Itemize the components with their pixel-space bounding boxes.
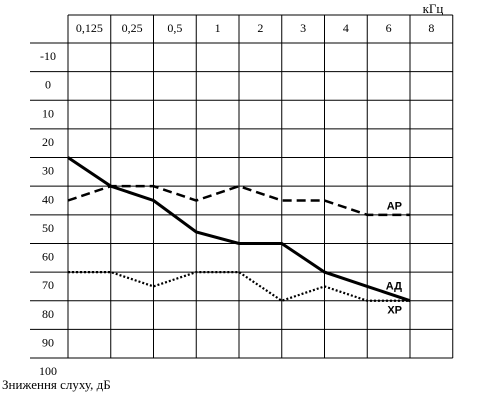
series-line — [68, 270, 410, 302]
y-tick-label: 30 — [42, 164, 54, 178]
y-tick-label: 50 — [42, 221, 54, 235]
y-tick-label: 10 — [42, 106, 54, 120]
x-tick-label: 4 — [343, 21, 349, 35]
y-tick-label: -10 — [40, 49, 56, 63]
x-tick-label: 6 — [386, 21, 392, 35]
y-tick-label: 60 — [42, 250, 54, 264]
x-tick-label: 0,125 — [76, 21, 103, 35]
y-tick-label: 90 — [42, 335, 54, 349]
x-axis-title: кГц — [423, 1, 444, 16]
y-tick-label: 100 — [39, 364, 57, 378]
y-tick-label: 40 — [42, 192, 54, 206]
y-tick-label: 80 — [42, 307, 54, 321]
series-label: ХР — [387, 305, 402, 317]
y-tick-label: 20 — [42, 135, 54, 149]
series-line — [67, 156, 411, 303]
x-tick-label: 0,5 — [167, 21, 182, 35]
series-line — [67, 184, 410, 217]
x-tick-label: 8 — [428, 21, 434, 35]
y-axis-title: Зниження слуху, дБ — [2, 377, 111, 392]
series-label: АР — [387, 201, 402, 213]
x-tick-label: 0,25 — [122, 21, 143, 35]
x-tick-label: 1 — [215, 21, 221, 35]
x-tick-label: 2 — [257, 21, 263, 35]
x-tick-label: 3 — [300, 21, 306, 35]
series-label: АД — [386, 281, 402, 293]
y-tick-label: 70 — [42, 278, 54, 292]
y-tick-label: 0 — [45, 78, 51, 92]
